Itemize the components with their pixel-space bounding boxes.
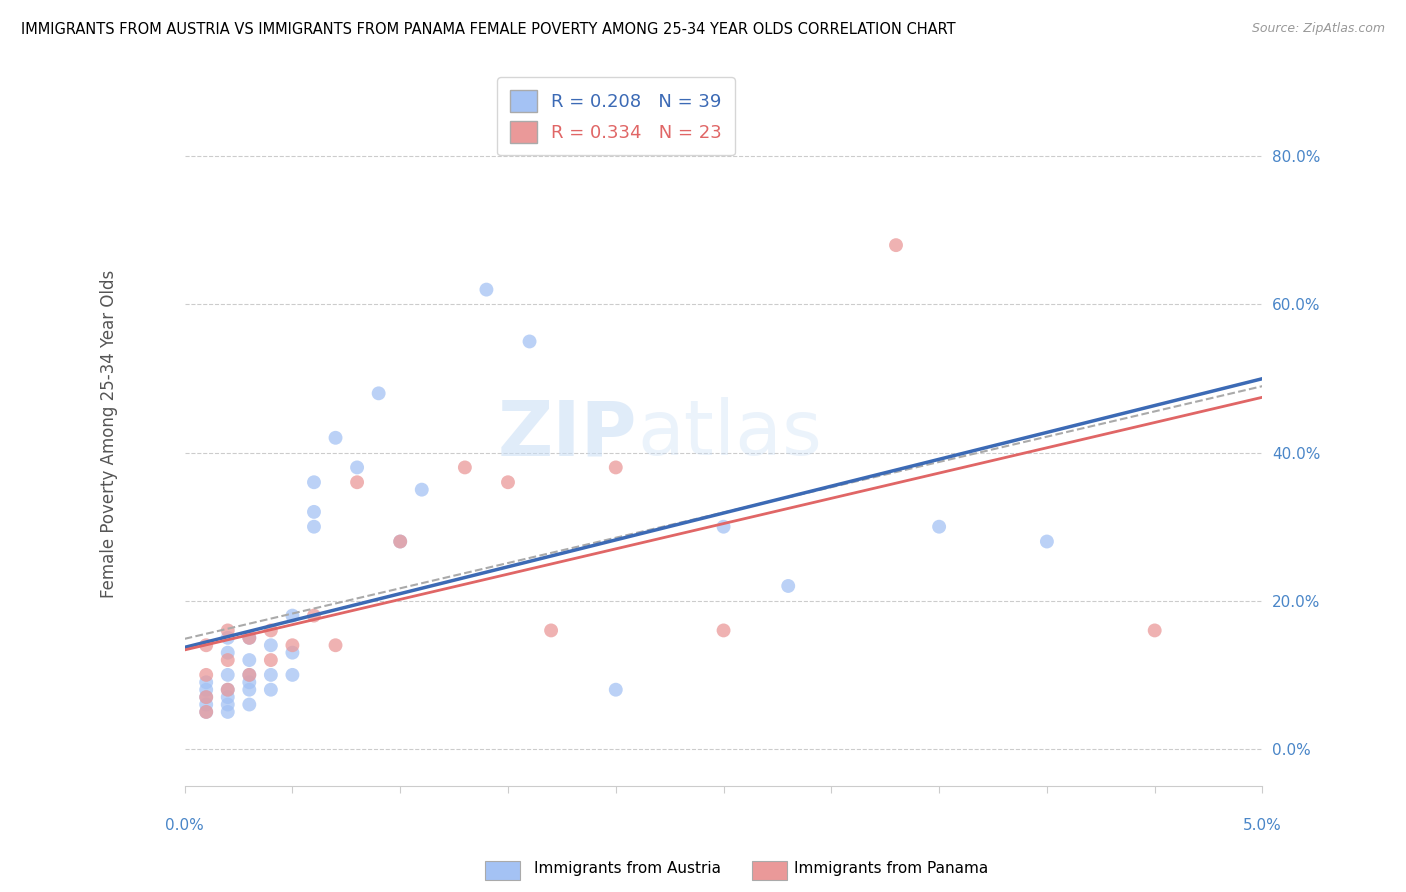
- Point: [605, 460, 627, 475]
- Point: [389, 534, 412, 549]
- Point: [217, 682, 239, 697]
- Point: [238, 668, 260, 682]
- Point: [302, 608, 325, 623]
- Point: [217, 705, 239, 719]
- Point: [195, 690, 218, 705]
- Point: [281, 608, 304, 623]
- Text: ZIP: ZIP: [498, 397, 637, 471]
- Point: [713, 519, 735, 533]
- Point: [475, 283, 498, 297]
- Point: [605, 682, 627, 697]
- Point: [367, 386, 389, 401]
- Point: [325, 638, 347, 652]
- Point: [238, 675, 260, 690]
- Point: [325, 431, 347, 445]
- Text: Source: ZipAtlas.com: Source: ZipAtlas.com: [1251, 22, 1385, 36]
- Point: [217, 682, 239, 697]
- Point: [540, 624, 562, 638]
- Point: [217, 668, 239, 682]
- Point: [928, 519, 950, 533]
- Point: [217, 690, 239, 705]
- Point: [281, 668, 304, 682]
- Point: [260, 624, 283, 638]
- Point: [195, 705, 218, 719]
- Point: [238, 631, 260, 645]
- Point: [238, 682, 260, 697]
- Point: [411, 483, 433, 497]
- Point: [195, 698, 218, 712]
- Point: [1143, 624, 1166, 638]
- Point: [302, 505, 325, 519]
- Point: [302, 519, 325, 533]
- Point: [217, 624, 239, 638]
- Point: [238, 698, 260, 712]
- Point: [1036, 534, 1059, 549]
- Point: [217, 646, 239, 660]
- Point: [260, 653, 283, 667]
- Point: [260, 682, 283, 697]
- Point: [281, 638, 304, 652]
- Point: [346, 460, 368, 475]
- Point: [454, 460, 477, 475]
- Text: Immigrants from Panama: Immigrants from Panama: [794, 861, 988, 876]
- Text: IMMIGRANTS FROM AUSTRIA VS IMMIGRANTS FROM PANAMA FEMALE POVERTY AMONG 25-34 YEA: IMMIGRANTS FROM AUSTRIA VS IMMIGRANTS FR…: [21, 22, 956, 37]
- Point: [260, 668, 283, 682]
- Point: [389, 534, 412, 549]
- Point: [217, 698, 239, 712]
- Point: [195, 682, 218, 697]
- Point: [195, 638, 218, 652]
- Point: [281, 646, 304, 660]
- Point: [217, 631, 239, 645]
- Point: [195, 668, 218, 682]
- Text: Female Poverty Among 25-34 Year Olds: Female Poverty Among 25-34 Year Olds: [100, 270, 118, 599]
- Point: [346, 475, 368, 490]
- Point: [302, 475, 325, 490]
- Point: [519, 334, 541, 349]
- Point: [496, 475, 519, 490]
- Point: [195, 705, 218, 719]
- Legend: R = 0.208   N = 39, R = 0.334   N = 23: R = 0.208 N = 39, R = 0.334 N = 23: [496, 77, 734, 155]
- Text: 0.0%: 0.0%: [166, 819, 204, 833]
- Point: [238, 653, 260, 667]
- Point: [195, 675, 218, 690]
- Point: [884, 238, 907, 252]
- Point: [778, 579, 800, 593]
- Text: Immigrants from Austria: Immigrants from Austria: [534, 861, 721, 876]
- Point: [713, 624, 735, 638]
- Point: [217, 653, 239, 667]
- Text: atlas: atlas: [637, 397, 823, 471]
- Point: [238, 631, 260, 645]
- Text: 5.0%: 5.0%: [1243, 819, 1282, 833]
- Point: [238, 668, 260, 682]
- Point: [260, 638, 283, 652]
- Point: [195, 690, 218, 705]
